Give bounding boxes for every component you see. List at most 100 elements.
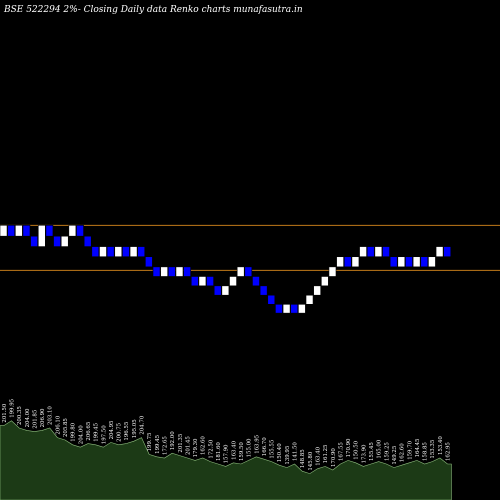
price-label: 150.40: [277, 443, 283, 462]
price-label: 201.85: [32, 409, 38, 428]
price-label: 199.45: [155, 434, 161, 453]
price-label: 159.50: [239, 442, 245, 461]
down-brick: [244, 266, 253, 277]
down-brick: [122, 246, 130, 258]
up-brick: [99, 246, 107, 258]
price-label: 181.60: [216, 442, 222, 461]
down-brick: [168, 266, 176, 277]
price-label: 153.35: [430, 439, 436, 458]
up-brick: [175, 266, 184, 277]
price-label: 163.40: [315, 446, 321, 465]
up-brick: [15, 224, 23, 237]
renko-bricks: [0, 224, 452, 314]
up-brick: [60, 235, 69, 247]
down-brick: [213, 285, 222, 296]
up-brick: [114, 246, 123, 258]
down-brick: [45, 224, 54, 237]
price-label: 204.00: [25, 408, 31, 427]
price-label: 159.25: [384, 442, 390, 461]
price-label: 141.50: [293, 442, 299, 461]
price-label: 163.40: [231, 440, 237, 459]
price-label: 139.95: [285, 445, 291, 464]
down-brick: [366, 246, 375, 258]
down-brick: [152, 266, 161, 277]
down-brick: [22, 224, 31, 237]
price-label: 165.00: [377, 439, 383, 458]
price-label: 170.90: [346, 438, 352, 457]
up-brick: [359, 246, 367, 258]
up-brick: [68, 224, 77, 237]
price-label: 155.45: [369, 442, 375, 461]
price-label: 172.65: [162, 436, 168, 455]
down-brick: [420, 256, 429, 268]
price-label: 206.90: [40, 408, 46, 427]
price-label: 203.10: [48, 406, 54, 425]
down-brick: [30, 235, 38, 247]
up-brick: [221, 285, 230, 296]
price-label: 161.25: [323, 444, 329, 463]
down-brick: [252, 276, 260, 287]
up-brick: [0, 224, 8, 237]
down-brick: [183, 266, 191, 277]
up-brick: [37, 224, 46, 247]
price-label: 204.00: [78, 425, 84, 444]
up-brick: [236, 266, 245, 277]
up-brick: [320, 276, 329, 287]
price-label: 200.75: [117, 422, 123, 441]
price-label: 179.30: [193, 438, 199, 457]
down-brick: [343, 256, 352, 268]
down-brick: [83, 235, 92, 247]
price-label: 199.45: [94, 422, 100, 441]
up-brick: [305, 294, 314, 305]
price-label: 149.25: [392, 445, 398, 464]
up-brick: [351, 256, 360, 268]
up-brick: [160, 266, 168, 277]
price-label: 157.90: [224, 444, 230, 463]
volume-area: [0, 420, 452, 500]
price-label: 173.90: [361, 444, 367, 463]
price-label: 206.65: [86, 421, 92, 440]
down-brick: [290, 303, 299, 314]
up-brick: [397, 256, 406, 268]
price-label: 145.80: [308, 451, 314, 470]
price-label: 201.35: [178, 433, 184, 452]
volume-area-path: [0, 420, 452, 500]
price-label: 204.95: [109, 420, 115, 439]
up-brick: [336, 256, 344, 268]
price-labels: 201.50 199.95 200.35 204.00 201.85 206.90 203.…: [2, 398, 452, 470]
up-brick: [313, 285, 321, 296]
price-label: 162.95: [446, 442, 452, 461]
price-label: 196.55: [124, 421, 130, 440]
price-label: 150.50: [354, 440, 360, 459]
down-brick: [106, 246, 115, 258]
up-brick: [428, 256, 436, 268]
price-label: 163.95: [254, 434, 260, 453]
price-label: 199.75: [147, 432, 153, 451]
price-label: 200.35: [17, 406, 23, 425]
down-brick: [389, 256, 398, 268]
price-label: 162.60: [201, 436, 207, 455]
down-brick: [206, 276, 214, 287]
up-brick: [282, 303, 291, 314]
up-brick: [435, 246, 444, 258]
price-label: 155.00: [247, 438, 253, 457]
down-brick: [405, 256, 413, 268]
price-label: 201.50: [2, 403, 8, 422]
up-brick: [298, 303, 306, 314]
price-label: 148.85: [300, 449, 306, 468]
chart-title: BSE 522294 2%- Closing Daily data Renko …: [3, 5, 303, 15]
down-brick: [259, 285, 268, 296]
price-label: 204.70: [140, 415, 146, 434]
down-brick: [382, 246, 390, 258]
up-brick: [229, 276, 237, 287]
price-label: 167.55: [338, 442, 344, 461]
price-label: 158.85: [423, 442, 429, 461]
up-brick: [198, 276, 207, 287]
price-label: 197.50: [101, 425, 107, 444]
price-label: 153.40: [438, 436, 444, 455]
down-brick: [190, 276, 199, 287]
price-label: 172.50: [208, 439, 214, 458]
price-label: 195.05: [132, 419, 138, 438]
up-brick: [374, 246, 383, 258]
